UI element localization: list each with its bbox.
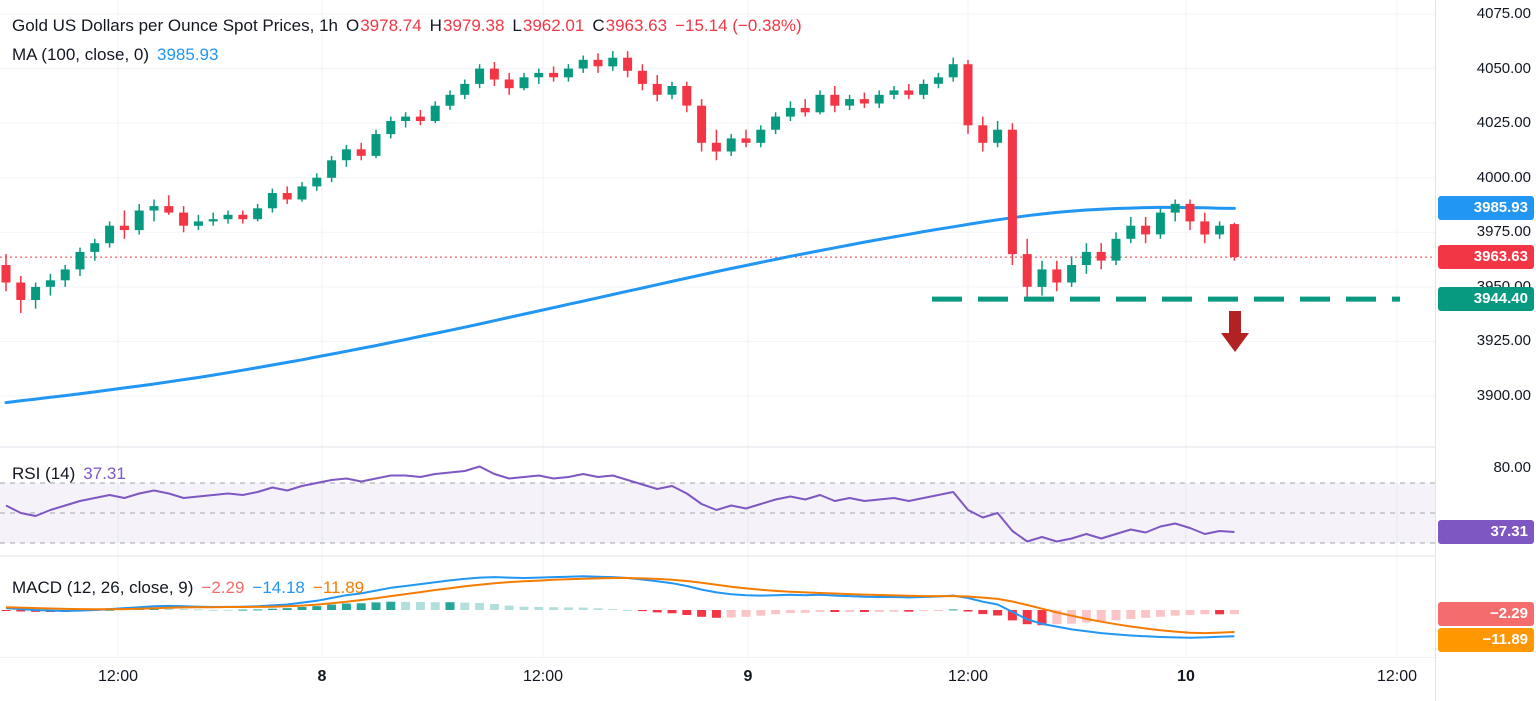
price-tick: 3925.00 <box>1476 332 1531 350</box>
macd-hist-badge: −2.29 <box>1438 602 1534 627</box>
rsi-legend[interactable]: RSI (14) 37.31 <box>12 464 126 484</box>
time-label: 9 <box>743 668 753 685</box>
time-label: 10 <box>1177 668 1195 685</box>
price-badge: 3944.40 <box>1438 287 1534 312</box>
time-label: 8 <box>317 668 327 685</box>
price-badge: 3985.93 <box>1438 196 1534 221</box>
symbol-title: Gold US Dollars per Ounce Spot Prices, 1… <box>12 16 338 35</box>
macd-line-value: −14.18 <box>252 578 305 597</box>
rsi-value: 37.31 <box>83 464 126 483</box>
rsi-tick: 80.00 <box>1493 459 1531 476</box>
ohlc-high: H 3979.38 <box>429 16 505 35</box>
ohlc-open: O 3978.74 <box>345 16 422 35</box>
ma-label: MA (100, close, 0) <box>12 45 150 64</box>
time-label: 12:00 <box>522 668 564 685</box>
price-tick: 3900.00 <box>1476 387 1531 404</box>
macd-legend[interactable]: MACD (12, 26, close, 9) −2.29 −14.18 −11… <box>12 578 364 598</box>
price-tick: 3975.00 <box>1476 223 1531 241</box>
rsi-badge: 37.31 <box>1438 520 1534 545</box>
price-tick: 4000.00 <box>1476 168 1531 186</box>
price-tick: 4050.00 <box>1476 59 1531 77</box>
time-label: 12:00 <box>97 668 139 685</box>
macd-hist-value: −2.29 <box>201 578 245 597</box>
rsi-label: RSI (14) <box>12 464 76 483</box>
ma-legend[interactable]: MA (100, close, 0) 3985.93 <box>12 45 218 65</box>
time-label: 12:00 <box>1376 668 1418 685</box>
price-tick: 4075.00 <box>1476 5 1531 22</box>
macd-label: MACD (12, 26, close, 9) <box>12 578 194 597</box>
price-axis[interactable]: 4075.004050.004025.004000.003975.003950.… <box>1435 0 1536 701</box>
main-symbol-legend[interactable]: Gold US Dollars per Ounce Spot Prices, 1… <box>12 16 802 36</box>
ohlc-close: C 3963.63 <box>592 16 668 35</box>
ohlc-low: L 3962.01 <box>512 16 585 35</box>
down-arrow-annotation[interactable] <box>1221 311 1249 352</box>
price-badge: 3963.63 <box>1438 245 1534 270</box>
macd-signal-value: −11.89 <box>312 578 365 597</box>
time-label: 12:00 <box>947 668 989 685</box>
time-axis[interactable]: 12:00 8 12:00 9 12:00 10 12:00 <box>0 658 1435 701</box>
change-value: −15.14 (−0.38%) <box>675 16 802 35</box>
price-tick: 4025.00 <box>1476 114 1531 132</box>
macd-signal-badge: −11.89 <box>1438 628 1534 653</box>
ma-value: 3985.93 <box>157 45 219 64</box>
